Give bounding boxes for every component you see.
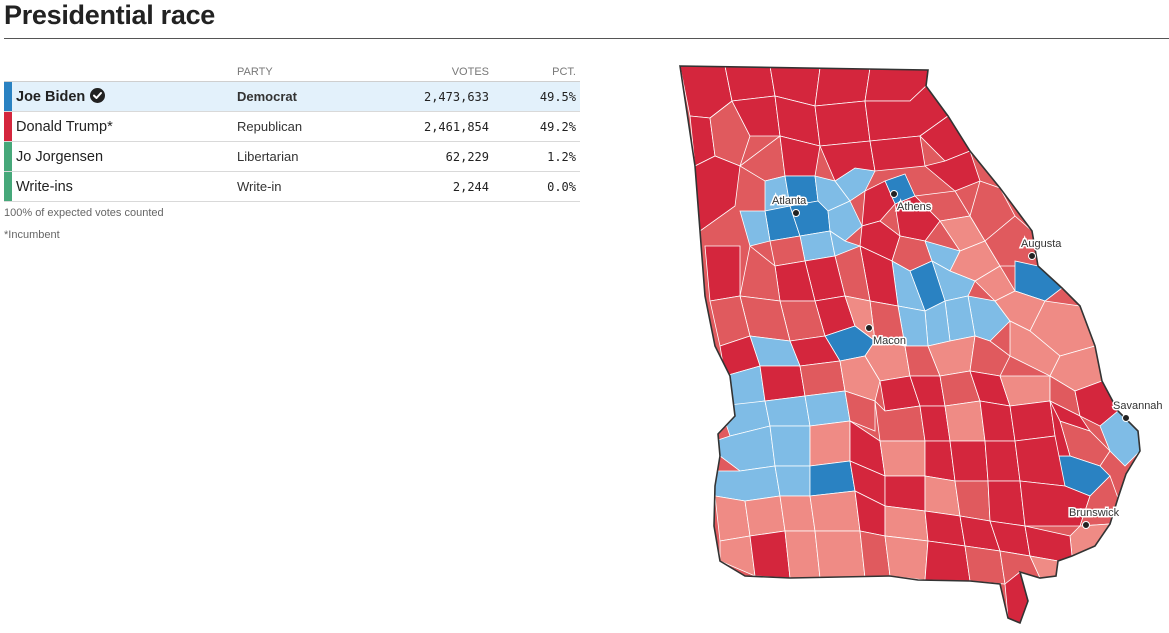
- city-label: Macon: [873, 335, 906, 347]
- party-column-header: PARTY: [237, 62, 377, 82]
- candidate-votes: 2,473,633: [377, 81, 489, 112]
- candidate-party: Write-in: [237, 171, 377, 202]
- georgia-county-map[interactable]: Atlanta Athens Augusta Macon Savannah Br…: [670, 56, 1169, 628]
- incumbent-note: *Incumbent: [4, 229, 60, 241]
- candidate-name: Donald Trump*: [12, 111, 237, 142]
- candidate-votes: 62,229: [377, 141, 489, 172]
- candidate-votes: 2,461,854: [377, 111, 489, 142]
- candidate-row-jorgensen[interactable]: Jo Jorgensen Libertarian 62,229 1.2%: [4, 141, 580, 172]
- pct-column-header: PCT.: [489, 62, 580, 82]
- party-color-bar: [4, 171, 12, 202]
- page-title: Presidential race: [4, 0, 216, 30]
- results-table: PARTY VOTES PCT. Joe Biden Democrat 2,47…: [4, 62, 580, 202]
- party-color-bar: [4, 141, 12, 172]
- votes-counted-note: 100% of expected votes counted: [4, 207, 164, 219]
- candidate-pct: 0.0%: [489, 171, 580, 202]
- city-label: Atlanta: [772, 195, 807, 207]
- candidate-party: Republican: [237, 111, 377, 142]
- candidate-row-write-ins[interactable]: Write-ins Write-in 2,244 0.0%: [4, 171, 580, 202]
- city-label: Athens: [897, 201, 932, 213]
- city-atlanta: Atlanta: [771, 194, 809, 217]
- candidate-row-biden[interactable]: Joe Biden Democrat 2,473,633 49.5%: [4, 81, 580, 112]
- city-label: Savannah: [1113, 400, 1163, 412]
- candidate-row-trump[interactable]: Donald Trump* Republican 2,461,854 49.2%: [4, 111, 580, 142]
- candidate-name: Write-ins: [12, 171, 237, 202]
- city-augusta: Augusta: [1020, 237, 1064, 260]
- candidate-name: Jo Jorgensen: [12, 141, 237, 172]
- candidate-party: Democrat: [237, 81, 377, 112]
- city-athens: Athens: [890, 190, 933, 215]
- table-header-row: PARTY VOTES PCT.: [4, 62, 580, 82]
- state-outline: [679, 65, 1141, 625]
- party-color-bar: [4, 111, 12, 142]
- candidate-party: Libertarian: [237, 141, 377, 172]
- candidate-pct: 1.2%: [489, 141, 580, 172]
- candidate-votes: 2,244: [377, 171, 489, 202]
- city-label: Brunswick: [1069, 507, 1120, 519]
- candidate-pct: 49.5%: [489, 81, 580, 112]
- title-divider: [4, 38, 1169, 39]
- city-macon: Macon: [865, 324, 908, 349]
- votes-column-header: VOTES: [377, 62, 489, 82]
- city-brunswick: Brunswick: [1068, 506, 1121, 529]
- party-color-bar: [4, 81, 12, 112]
- candidate-pct: 49.2%: [489, 111, 580, 142]
- candidate-name: Joe Biden: [16, 89, 86, 105]
- city-label: Augusta: [1021, 238, 1062, 250]
- winner-check-icon: [90, 88, 106, 103]
- city-savannah: Savannah: [1112, 399, 1164, 422]
